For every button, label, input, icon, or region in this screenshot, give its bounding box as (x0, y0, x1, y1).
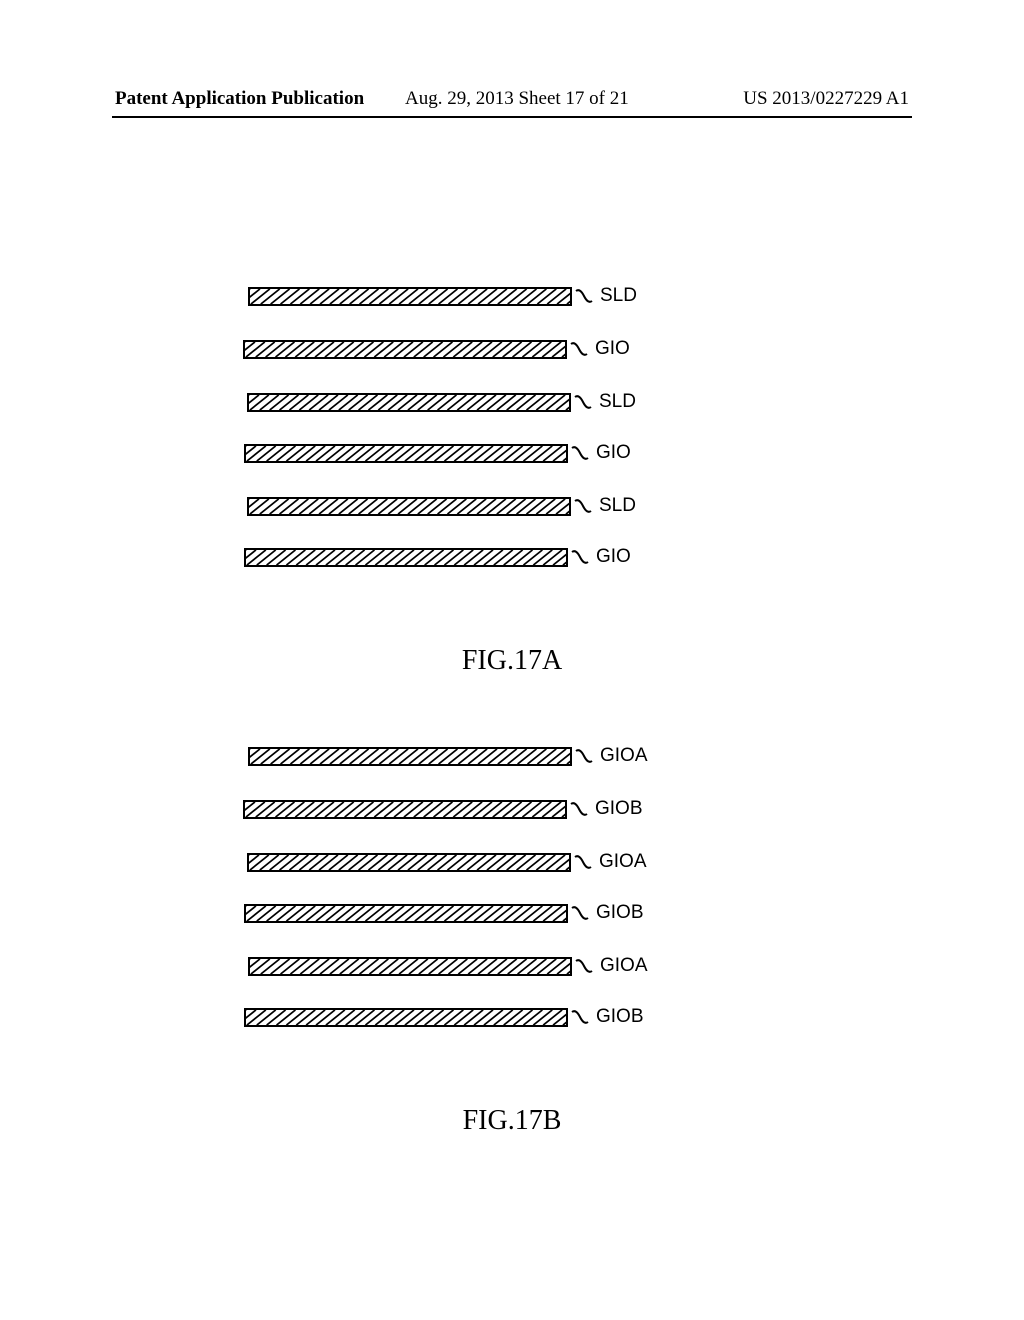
hatched-bar (247, 853, 571, 872)
leader-line-icon (574, 289, 594, 303)
leader-line-icon (570, 1010, 590, 1024)
bar-row: GIOA (247, 851, 647, 873)
bar-row: SLD (248, 285, 637, 307)
bar-label: SLD (599, 391, 636, 413)
bar-label: GIO (595, 338, 630, 360)
hatched-bar (248, 957, 572, 976)
header-left-text: Patent Application Publication (115, 88, 364, 110)
hatched-bar (248, 287, 572, 306)
bar-label: GIO (596, 442, 631, 464)
header-divider (112, 116, 912, 118)
hatched-bar (247, 497, 571, 516)
bar-row: GIOB (244, 1006, 644, 1028)
bar-row: SLD (247, 391, 636, 413)
leader-line-icon (574, 749, 594, 763)
hatched-bar (247, 393, 571, 412)
header-center-text: Aug. 29, 2013 Sheet 17 of 21 (405, 88, 629, 110)
bar-label: SLD (600, 285, 637, 307)
bar-row: GIOB (244, 902, 644, 924)
leader-line-icon (570, 550, 590, 564)
bar-label: SLD (599, 495, 636, 517)
bar-label: GIOB (596, 902, 644, 924)
bar-label: GIO (596, 546, 631, 568)
figure-17a-caption: FIG.17A (0, 645, 1024, 677)
hatched-bar (243, 800, 567, 819)
leader-line-icon (573, 499, 593, 513)
bar-row: GIOA (248, 955, 648, 977)
leader-line-icon (569, 802, 589, 816)
bar-row: GIOB (243, 798, 643, 820)
bar-label: GIOA (600, 955, 648, 977)
bar-label: GIOB (596, 1006, 644, 1028)
leader-line-icon (570, 906, 590, 920)
hatched-bar (244, 904, 568, 923)
leader-line-icon (573, 855, 593, 869)
bar-label: GIOB (595, 798, 643, 820)
hatched-bar (244, 548, 568, 567)
hatched-bar (244, 444, 568, 463)
hatched-bar (243, 340, 567, 359)
bar-row: GIO (243, 338, 630, 360)
bar-row: GIO (244, 546, 631, 568)
bar-row: GIO (244, 442, 631, 464)
hatched-bar (248, 747, 572, 766)
bar-row: GIOA (248, 745, 648, 767)
leader-line-icon (574, 959, 594, 973)
bar-row: SLD (247, 495, 636, 517)
bar-label: GIOA (600, 745, 648, 767)
leader-line-icon (573, 395, 593, 409)
leader-line-icon (570, 446, 590, 460)
hatched-bar (244, 1008, 568, 1027)
figure-17b-caption: FIG.17B (0, 1105, 1024, 1137)
header-right-text: US 2013/0227229 A1 (743, 88, 909, 110)
leader-line-icon (569, 342, 589, 356)
page-header: Patent Application Publication Aug. 29, … (0, 88, 1024, 110)
bar-label: GIOA (599, 851, 647, 873)
